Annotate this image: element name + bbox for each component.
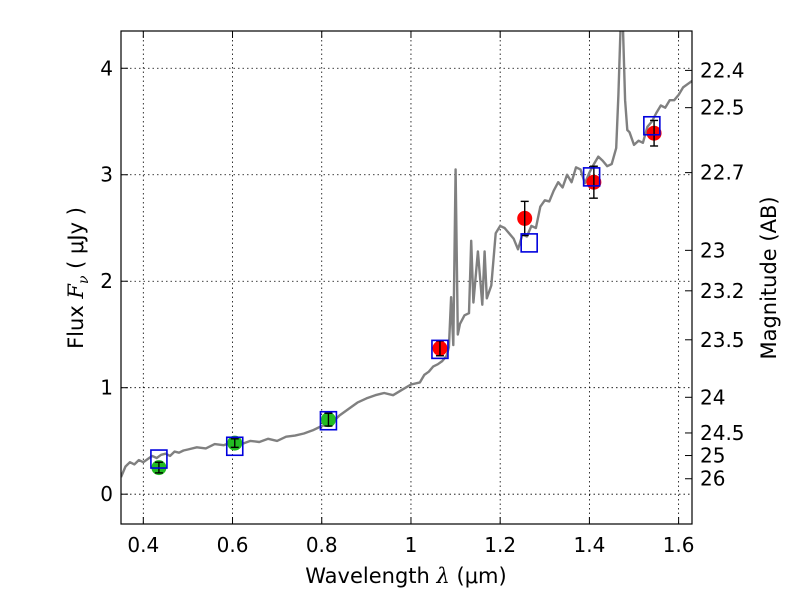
y-tick-label: 1 <box>100 376 113 400</box>
y-tick-label: 3 <box>100 163 113 187</box>
x-tick-label: 0.4 <box>127 533 159 557</box>
x-tick-label: 0.8 <box>306 533 338 557</box>
spectrum-line <box>121 31 692 478</box>
spectrum-layer <box>121 31 692 478</box>
x-tick-label: 0.6 <box>217 533 249 557</box>
y-tick-label: 0 <box>100 482 113 506</box>
magnitude-tick-label: 22.5 <box>700 96 745 120</box>
plot-frame <box>120 30 693 525</box>
magnitude-tick-label: 23.2 <box>700 279 745 303</box>
model-square-marker <box>520 233 538 253</box>
x-axis-title-prefix: Wavelength <box>305 564 436 588</box>
magnitude-tick-label: 24.5 <box>700 421 745 445</box>
y-axis-title-symbol: F <box>64 283 88 300</box>
y-axis-title-subscript: ν <box>76 275 92 284</box>
y-axis-title-units: ( μJy ) <box>64 207 88 275</box>
x-axis-title-symbol: λ <box>436 564 450 588</box>
magnitude-tick-label: 22.4 <box>700 58 745 82</box>
magnitude-tick-label: 26 <box>700 467 725 491</box>
y-axis-title-prefix: Flux <box>64 299 88 349</box>
y-tick-label: 4 <box>100 56 113 80</box>
magnitude-tick-label: 22.7 <box>700 161 745 185</box>
x-tick-label: 1.6 <box>663 533 695 557</box>
x-tick-label: 1 <box>405 533 418 557</box>
model-square-marker <box>431 339 449 360</box>
marker-layer <box>150 115 662 476</box>
x-axis-title: Wavelength λ (μm) <box>305 564 506 588</box>
model-square-marker <box>319 410 338 431</box>
magnitude-tick-label: 23.5 <box>700 328 745 352</box>
model-square-marker <box>643 115 661 136</box>
magnitude-axis-title: Magnitude (AB) <box>757 196 781 359</box>
y-tick-label: 2 <box>100 269 113 293</box>
x-tick-label: 1.2 <box>484 533 516 557</box>
model-square-marker <box>225 436 244 457</box>
magnitude-tick-label: 23 <box>700 238 725 262</box>
model-square-marker <box>150 449 168 469</box>
magnitude-tick-label: 24 <box>700 385 725 409</box>
magnitude-tick-label: 25 <box>700 444 725 468</box>
x-tick-label: 1.4 <box>573 533 605 557</box>
y-axis-title: Flux Fν ( μJy ) <box>64 207 92 349</box>
x-axis-title-units: (μm) <box>450 564 507 588</box>
model-square-marker <box>582 167 601 187</box>
